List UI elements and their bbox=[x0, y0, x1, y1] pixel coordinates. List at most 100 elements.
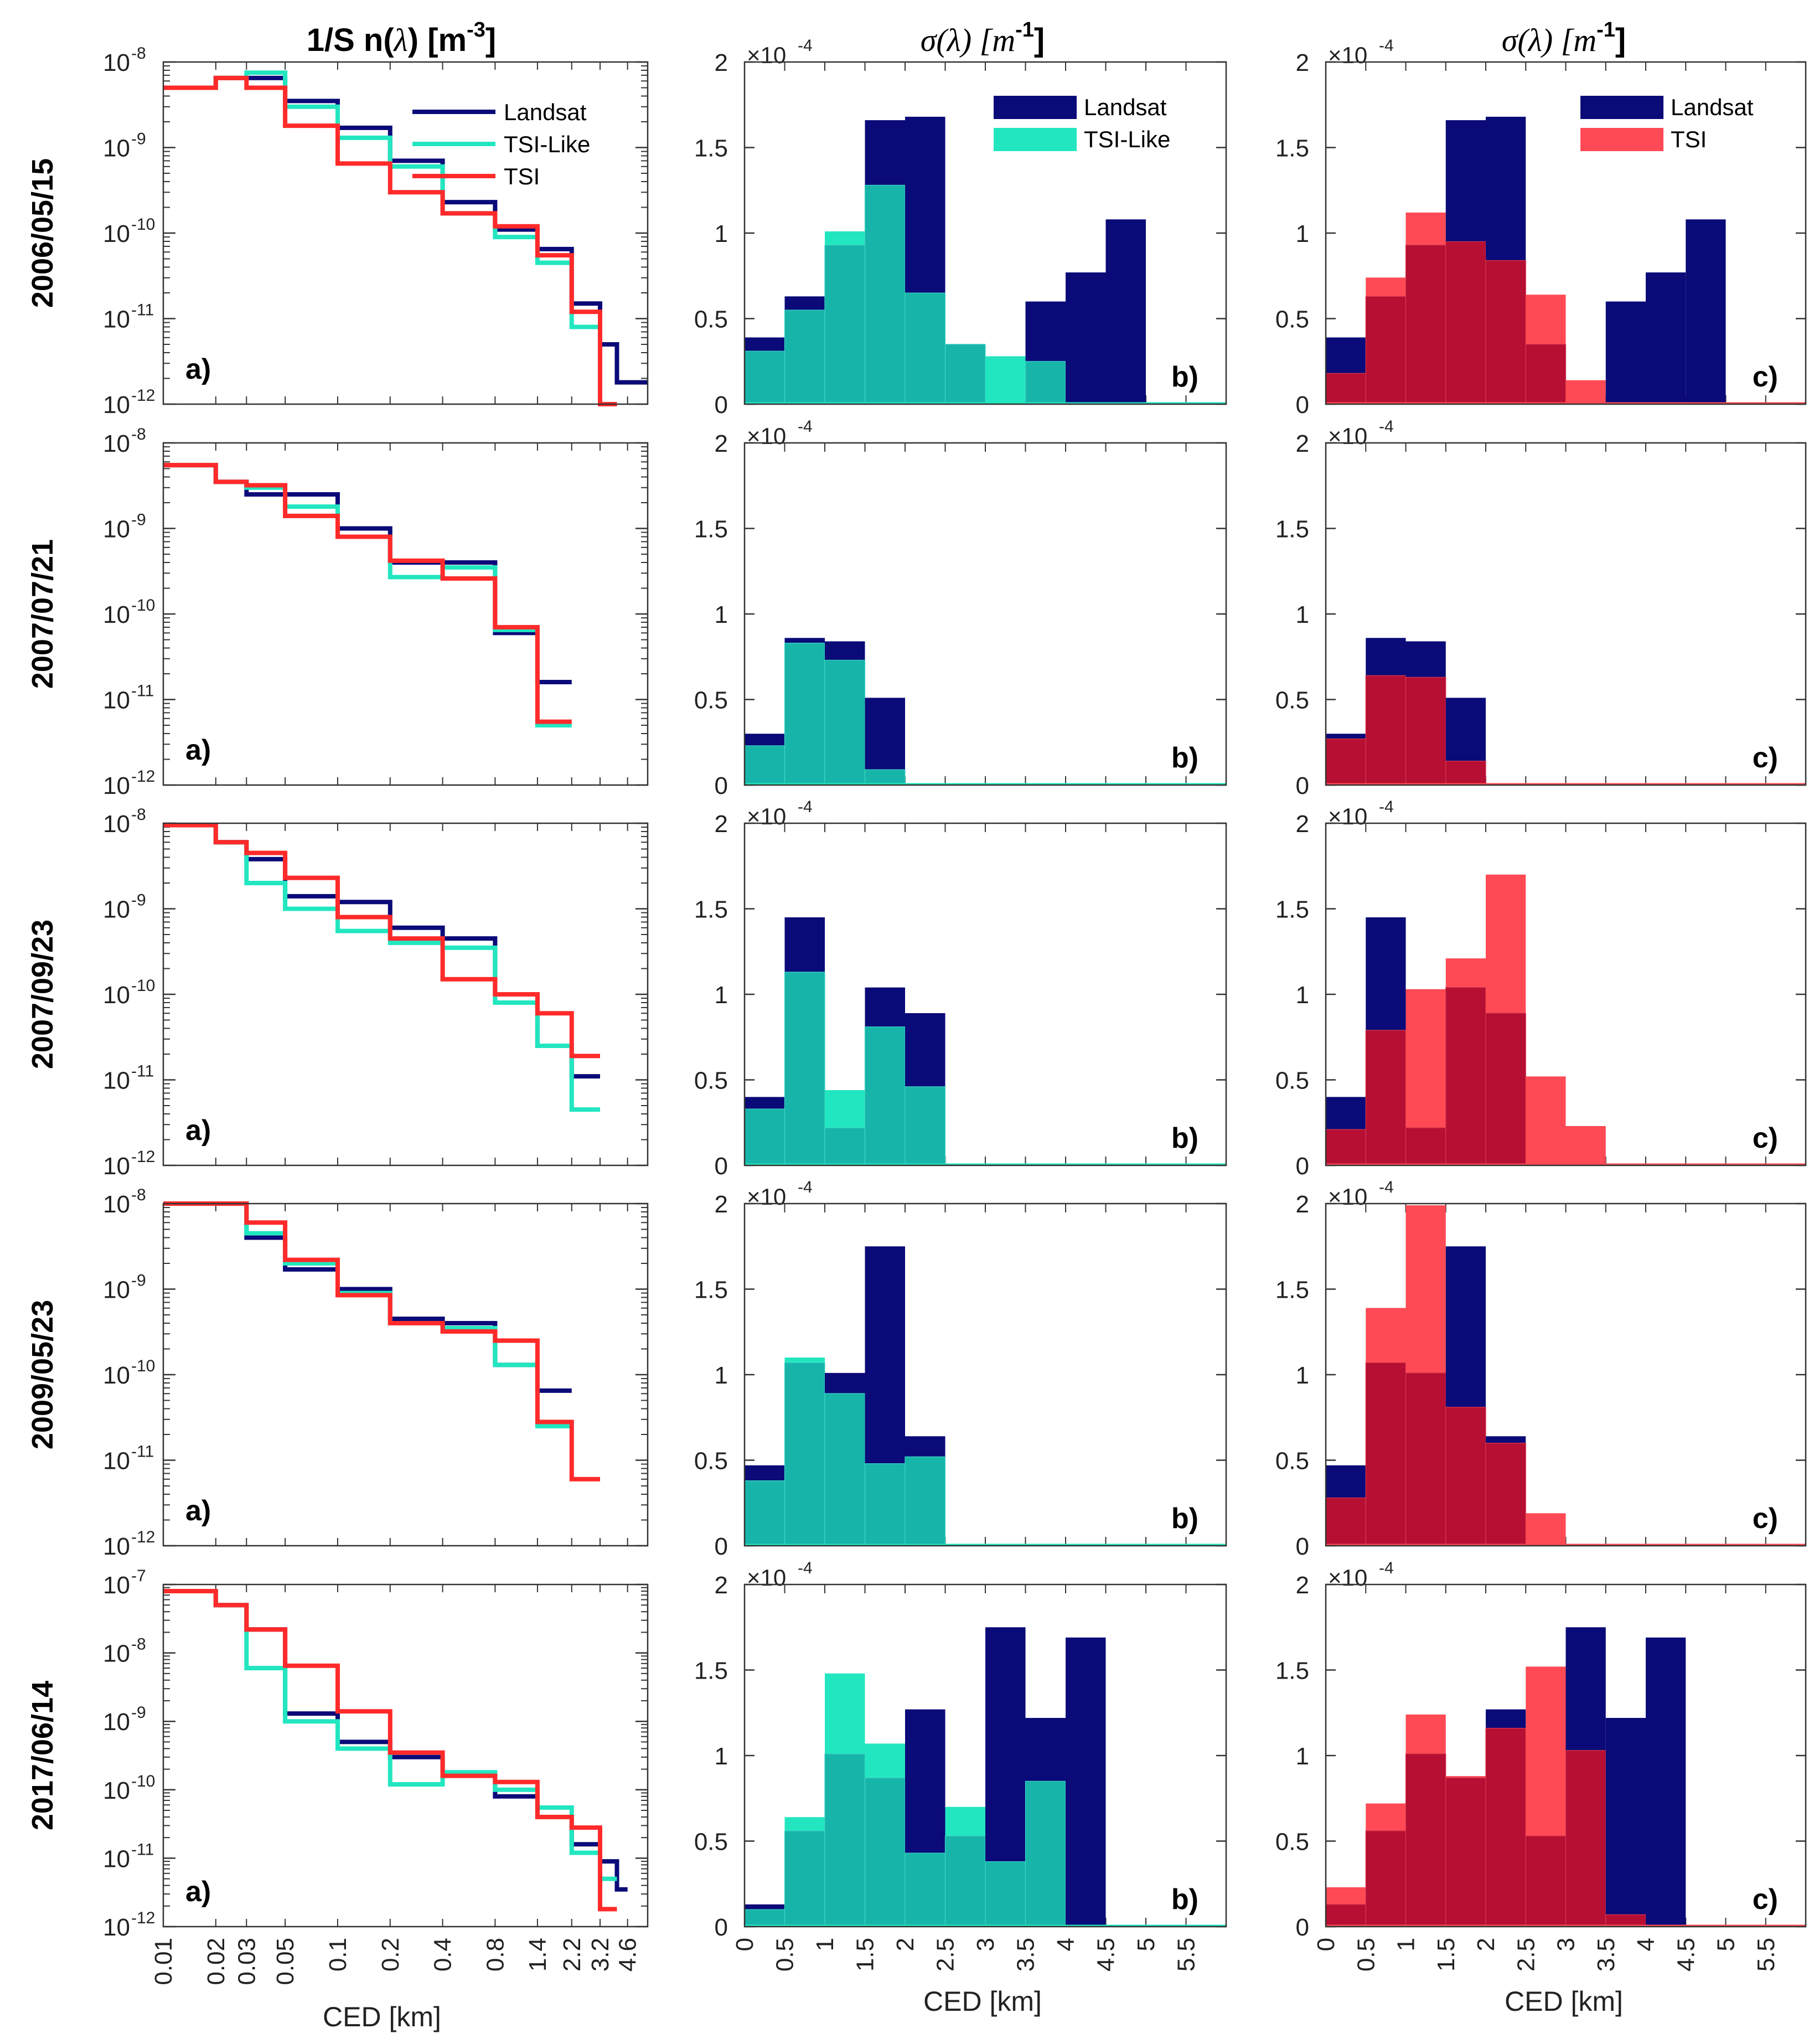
x-tick-label: 5.5 bbox=[1173, 1938, 1200, 1971]
bar-overlap bbox=[1485, 1443, 1526, 1546]
y-tick-label: 10 bbox=[103, 1777, 130, 1804]
bar-landsat bbox=[1445, 120, 1486, 242]
x-tick-label: 1.4 bbox=[524, 1938, 551, 1971]
y-tick-exponent: -8 bbox=[131, 425, 146, 443]
x-tick-label: 0.4 bbox=[430, 1938, 457, 1971]
y-multiplier-exponent: -4 bbox=[798, 1559, 813, 1577]
series-line-tsilike bbox=[163, 463, 572, 727]
panel-c-frame bbox=[1325, 61, 1807, 405]
bar-landsat bbox=[1486, 116, 1526, 261]
y-tick-exponent: -11 bbox=[131, 1840, 154, 1859]
row-date-label: 2007/07/21 bbox=[26, 539, 59, 689]
bar-tsi bbox=[1366, 1308, 1406, 1363]
y-tick-label: 0 bbox=[1296, 391, 1309, 419]
y-tick-label: 0 bbox=[1296, 1914, 1309, 1941]
panel-c-frame bbox=[1325, 1202, 1807, 1547]
bar-tsi bbox=[1405, 1714, 1446, 1754]
panel-letter: c) bbox=[1753, 1883, 1778, 1916]
x-axis-label-a: CED [km] bbox=[323, 2001, 441, 2032]
bar-landsat bbox=[1066, 1637, 1106, 1927]
panel-letter: b) bbox=[1171, 361, 1198, 393]
y-tick-exponent: -9 bbox=[131, 130, 146, 148]
bar-overlap bbox=[905, 1456, 946, 1546]
y-tick-label: 10 bbox=[103, 516, 130, 543]
y-tick-label: 10 bbox=[103, 1067, 130, 1095]
y-tick-label: 1 bbox=[1296, 220, 1309, 247]
series-line-tsi bbox=[163, 463, 572, 724]
bar-overlap bbox=[1365, 1030, 1407, 1166]
x-tick-label: 0.05 bbox=[272, 1938, 299, 1985]
column-title-b: σ(λ) [m-1] bbox=[921, 18, 1045, 58]
y-tick-label: 10 bbox=[103, 1845, 130, 1872]
panel-c: 0 0.5 1 1.5 2 ×10 -4 c) 0 0.5 1 1.5 2 2.5 3 3.5 4 4.5 5 5.5 bbox=[1275, 1559, 1806, 1971]
bar-overlap bbox=[864, 184, 906, 405]
bar-landsat bbox=[825, 1372, 865, 1393]
bar-landsat bbox=[865, 698, 905, 770]
panel-letter: c) bbox=[1753, 361, 1778, 393]
bar-landsat bbox=[1486, 1436, 1526, 1443]
x-tick-label: 5.5 bbox=[1753, 1938, 1780, 1971]
bar-overlap bbox=[744, 350, 786, 405]
y-tick-exponent: -8 bbox=[131, 1635, 146, 1654]
x-tick-label: 4.6 bbox=[614, 1938, 642, 1971]
y-tick-label: 10 bbox=[103, 1362, 130, 1389]
bar-overlap bbox=[905, 292, 946, 405]
y-tick-exponent: -11 bbox=[131, 301, 154, 319]
y-tick-label: 2 bbox=[1296, 811, 1309, 838]
y-tick-exponent: -10 bbox=[131, 977, 155, 995]
y-multiplier: ×10 bbox=[1328, 1184, 1367, 1210]
bar-overlap bbox=[1405, 1753, 1446, 1927]
y-tick-label: 2 bbox=[1296, 1572, 1309, 1599]
panel-a-frame bbox=[162, 1583, 649, 1928]
series-line-tsilike bbox=[163, 823, 600, 1112]
y-tick-label: 10 bbox=[103, 896, 130, 923]
series-line-tsi bbox=[163, 1589, 617, 1912]
y-tick-label: 0 bbox=[715, 1914, 728, 1941]
bar-landsat bbox=[1605, 1718, 1646, 1915]
bar-overlap bbox=[1025, 361, 1066, 405]
y-tick-exponent: -8 bbox=[131, 806, 146, 824]
bar-overlap bbox=[1445, 761, 1486, 786]
y-tick-label: 0.5 bbox=[694, 687, 728, 714]
x-tick-label: 3.2 bbox=[587, 1938, 614, 1971]
y-tick-exponent: -10 bbox=[131, 596, 155, 615]
bar-overlap bbox=[1365, 296, 1407, 405]
y-tick-label: 0.5 bbox=[1275, 1829, 1309, 1856]
x-tick-label: 0.8 bbox=[482, 1938, 509, 1971]
series-line-tsi bbox=[163, 75, 617, 406]
legend-label: Landsat bbox=[1671, 94, 1754, 120]
bar-landsat bbox=[745, 734, 785, 746]
panel-c-frame bbox=[1325, 1583, 1807, 1928]
y-tick-label: 1.5 bbox=[694, 1658, 728, 1685]
bar-overlap bbox=[824, 1393, 866, 1546]
bar-overlap bbox=[1405, 677, 1446, 786]
x-tick-label: 1 bbox=[1393, 1938, 1420, 1951]
y-multiplier-exponent: -4 bbox=[1379, 417, 1394, 436]
y-tick-label: 2 bbox=[715, 49, 728, 76]
bar-overlap bbox=[1445, 987, 1486, 1166]
bar-overlap bbox=[1565, 1750, 1606, 1927]
bar-landsat bbox=[745, 1097, 785, 1109]
x-tick-label: 2.5 bbox=[932, 1938, 959, 1971]
y-multiplier-exponent: -4 bbox=[1379, 798, 1394, 816]
bar-tsi-like bbox=[784, 1817, 825, 1831]
y-tick-label: 1 bbox=[715, 1362, 728, 1389]
bar-overlap bbox=[1405, 1372, 1446, 1546]
legend-swatch bbox=[994, 96, 1077, 119]
bar-overlap bbox=[1445, 241, 1486, 405]
x-tick-label: 4 bbox=[1632, 1938, 1660, 1951]
panel-b: 0 0.5 1 1.5 2 ×10 -4 b) bbox=[694, 798, 1226, 1180]
x-tick-label: 1.5 bbox=[1433, 1938, 1460, 1971]
bar-overlap bbox=[1405, 245, 1446, 405]
bar-tsi bbox=[1526, 1076, 1566, 1165]
y-tick-label: 1 bbox=[715, 982, 728, 1009]
y-tick-label: 1.5 bbox=[694, 896, 728, 923]
bar-overlap bbox=[1325, 373, 1366, 405]
x-tick-label: 2.5 bbox=[1512, 1938, 1539, 1971]
legend-label: TSI bbox=[504, 163, 540, 189]
x-tick-label: 0 bbox=[1312, 1938, 1340, 1951]
y-tick-label: 0 bbox=[1296, 772, 1309, 799]
legend-b: Landsat TSI-Like bbox=[994, 94, 1170, 152]
y-tick-label: 0.5 bbox=[1275, 1067, 1309, 1095]
